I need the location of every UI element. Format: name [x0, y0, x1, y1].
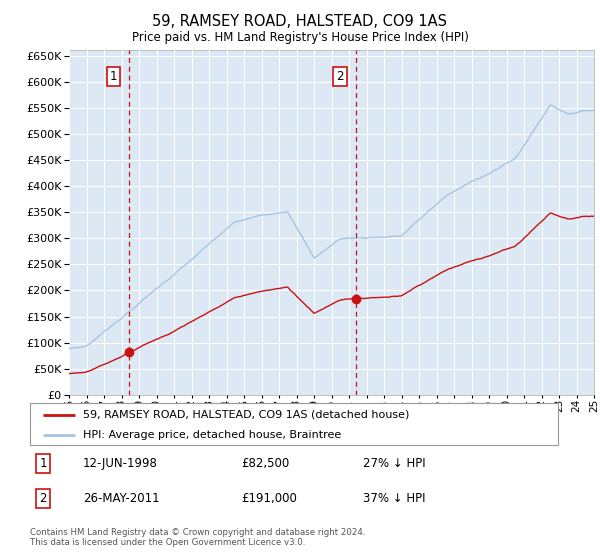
- Text: 2: 2: [337, 70, 344, 83]
- Text: Contains HM Land Registry data © Crown copyright and database right 2024.
This d: Contains HM Land Registry data © Crown c…: [30, 528, 365, 547]
- Text: 37% ↓ HPI: 37% ↓ HPI: [362, 492, 425, 505]
- Text: 26-MAY-2011: 26-MAY-2011: [83, 492, 160, 505]
- Text: Price paid vs. HM Land Registry's House Price Index (HPI): Price paid vs. HM Land Registry's House …: [131, 31, 469, 44]
- Text: 1: 1: [40, 457, 47, 470]
- Text: 2: 2: [40, 492, 47, 505]
- Text: HPI: Average price, detached house, Braintree: HPI: Average price, detached house, Brai…: [83, 430, 341, 440]
- Text: 59, RAMSEY ROAD, HALSTEAD, CO9 1AS (detached house): 59, RAMSEY ROAD, HALSTEAD, CO9 1AS (deta…: [83, 410, 409, 420]
- Text: 59, RAMSEY ROAD, HALSTEAD, CO9 1AS: 59, RAMSEY ROAD, HALSTEAD, CO9 1AS: [152, 14, 448, 29]
- Text: £191,000: £191,000: [241, 492, 297, 505]
- Text: 27% ↓ HPI: 27% ↓ HPI: [362, 457, 425, 470]
- FancyBboxPatch shape: [30, 403, 558, 445]
- Text: £82,500: £82,500: [241, 457, 289, 470]
- Text: 12-JUN-1998: 12-JUN-1998: [83, 457, 158, 470]
- Text: 1: 1: [110, 70, 118, 83]
